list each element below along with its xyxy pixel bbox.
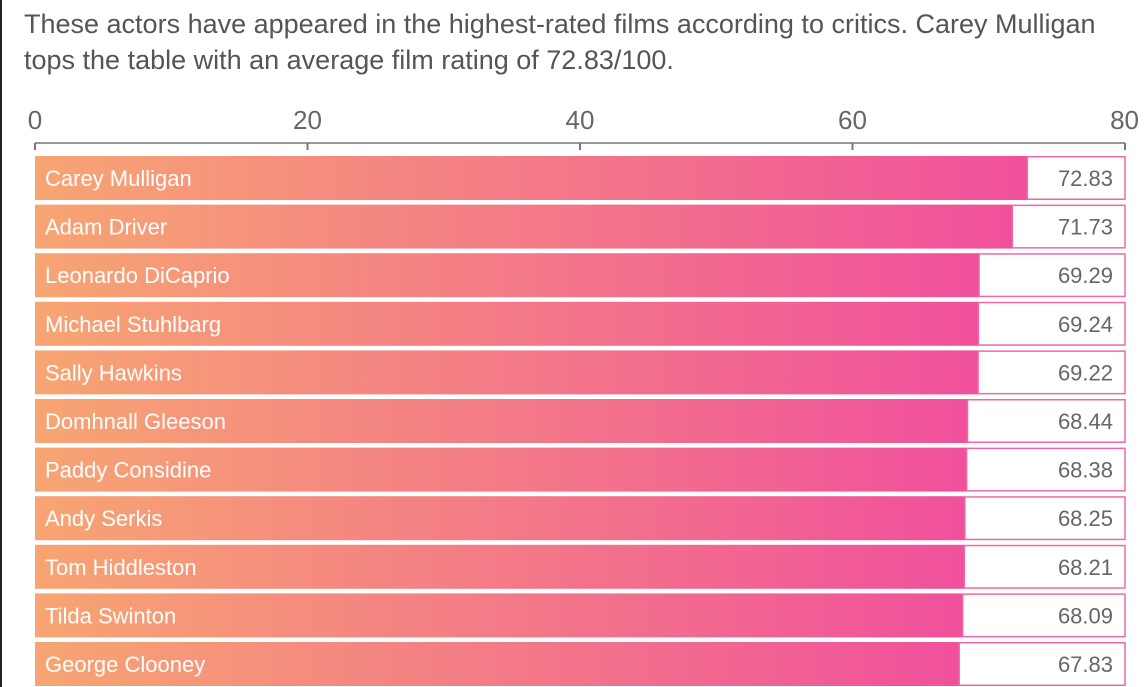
value-box [963, 544, 1126, 589]
value-box [978, 253, 1126, 298]
bar-value-label: 68.38 [1058, 458, 1113, 483]
bar-value-label: 69.29 [1058, 263, 1113, 288]
bar [35, 447, 967, 492]
bar [35, 350, 979, 395]
x-axis: 0 20 40 60 80 [28, 105, 1139, 150]
value-box [964, 496, 1126, 541]
bar-row: Michael Stuhlbarg 69.24 [35, 301, 1126, 346]
value-box [961, 593, 1126, 638]
bar-category-label: George Clooney [45, 652, 205, 677]
bar-value-label: 68.09 [1058, 603, 1113, 628]
bar-row: Andy Serkis 68.25 [35, 496, 1126, 541]
bar-value-label: 71.73 [1058, 215, 1113, 240]
value-box [958, 642, 1126, 686]
bar-value-label: 67.83 [1058, 652, 1113, 677]
bar [35, 399, 968, 443]
bar-value-label: 68.44 [1058, 409, 1113, 434]
bar-row: Paddy Considine 68.38 [35, 447, 1126, 492]
bar-row: Tom Hiddleston 68.21 [35, 544, 1126, 589]
value-box [965, 447, 1126, 492]
bar-value-label: 72.83 [1058, 166, 1113, 191]
bar-value-label: 69.22 [1058, 360, 1113, 385]
bar-category-label: Leonardo DiCaprio [45, 263, 230, 288]
left-border [0, 0, 2, 687]
bar [35, 544, 965, 589]
bar-value-label: 68.25 [1058, 506, 1113, 531]
bar [35, 496, 965, 541]
bar-category-label: Sally Hawkins [45, 360, 182, 385]
chart-caption: These actors have appeared in the highes… [24, 9, 1096, 75]
bar [35, 593, 963, 638]
bar-value-label: 69.24 [1058, 312, 1113, 337]
bars: Carey Mulligan 72.83 Adam Driver 71.73 Leona… [35, 156, 1126, 686]
bar-category-label: Andy Serkis [45, 506, 162, 531]
value-box [1026, 156, 1126, 200]
bar [35, 253, 980, 298]
bar-category-label: Carey Mulligan [45, 166, 192, 191]
bar-row: Tilda Swinton 68.09 [35, 593, 1126, 638]
bar-category-label: Domhnall Gleeson [45, 409, 226, 434]
bar [35, 204, 1013, 249]
value-box [977, 301, 1126, 346]
bar-category-label: Michael Stuhlbarg [45, 312, 221, 337]
bar-row: Carey Mulligan 72.83 [35, 156, 1126, 200]
bar [35, 156, 1028, 200]
value-box [977, 350, 1126, 395]
x-tick-label: 60 [838, 105, 867, 135]
value-box [966, 399, 1126, 443]
bar-category-label: Adam Driver [45, 215, 167, 240]
bar-row: Adam Driver 71.73 [35, 204, 1126, 249]
x-tick-label: 40 [566, 105, 595, 135]
value-box [1011, 204, 1126, 249]
bar-category-label: Tilda Swinton [45, 603, 176, 628]
x-tick-label: 0 [28, 105, 42, 135]
bar-row: Sally Hawkins 69.22 [35, 350, 1126, 395]
x-tick-label: 80 [1110, 105, 1139, 135]
bar [35, 642, 960, 686]
bar-row: Domhnall Gleeson 68.44 [35, 399, 1126, 443]
bar-row: Leonardo DiCaprio 69.29 [35, 253, 1126, 298]
bar-category-label: Tom Hiddleston [45, 555, 197, 580]
x-tick-label: 20 [293, 105, 322, 135]
bar-category-label: Paddy Considine [45, 458, 211, 483]
bar-value-label: 68.21 [1058, 555, 1113, 580]
bar [35, 301, 979, 346]
bar-row: George Clooney 67.83 [35, 642, 1126, 686]
